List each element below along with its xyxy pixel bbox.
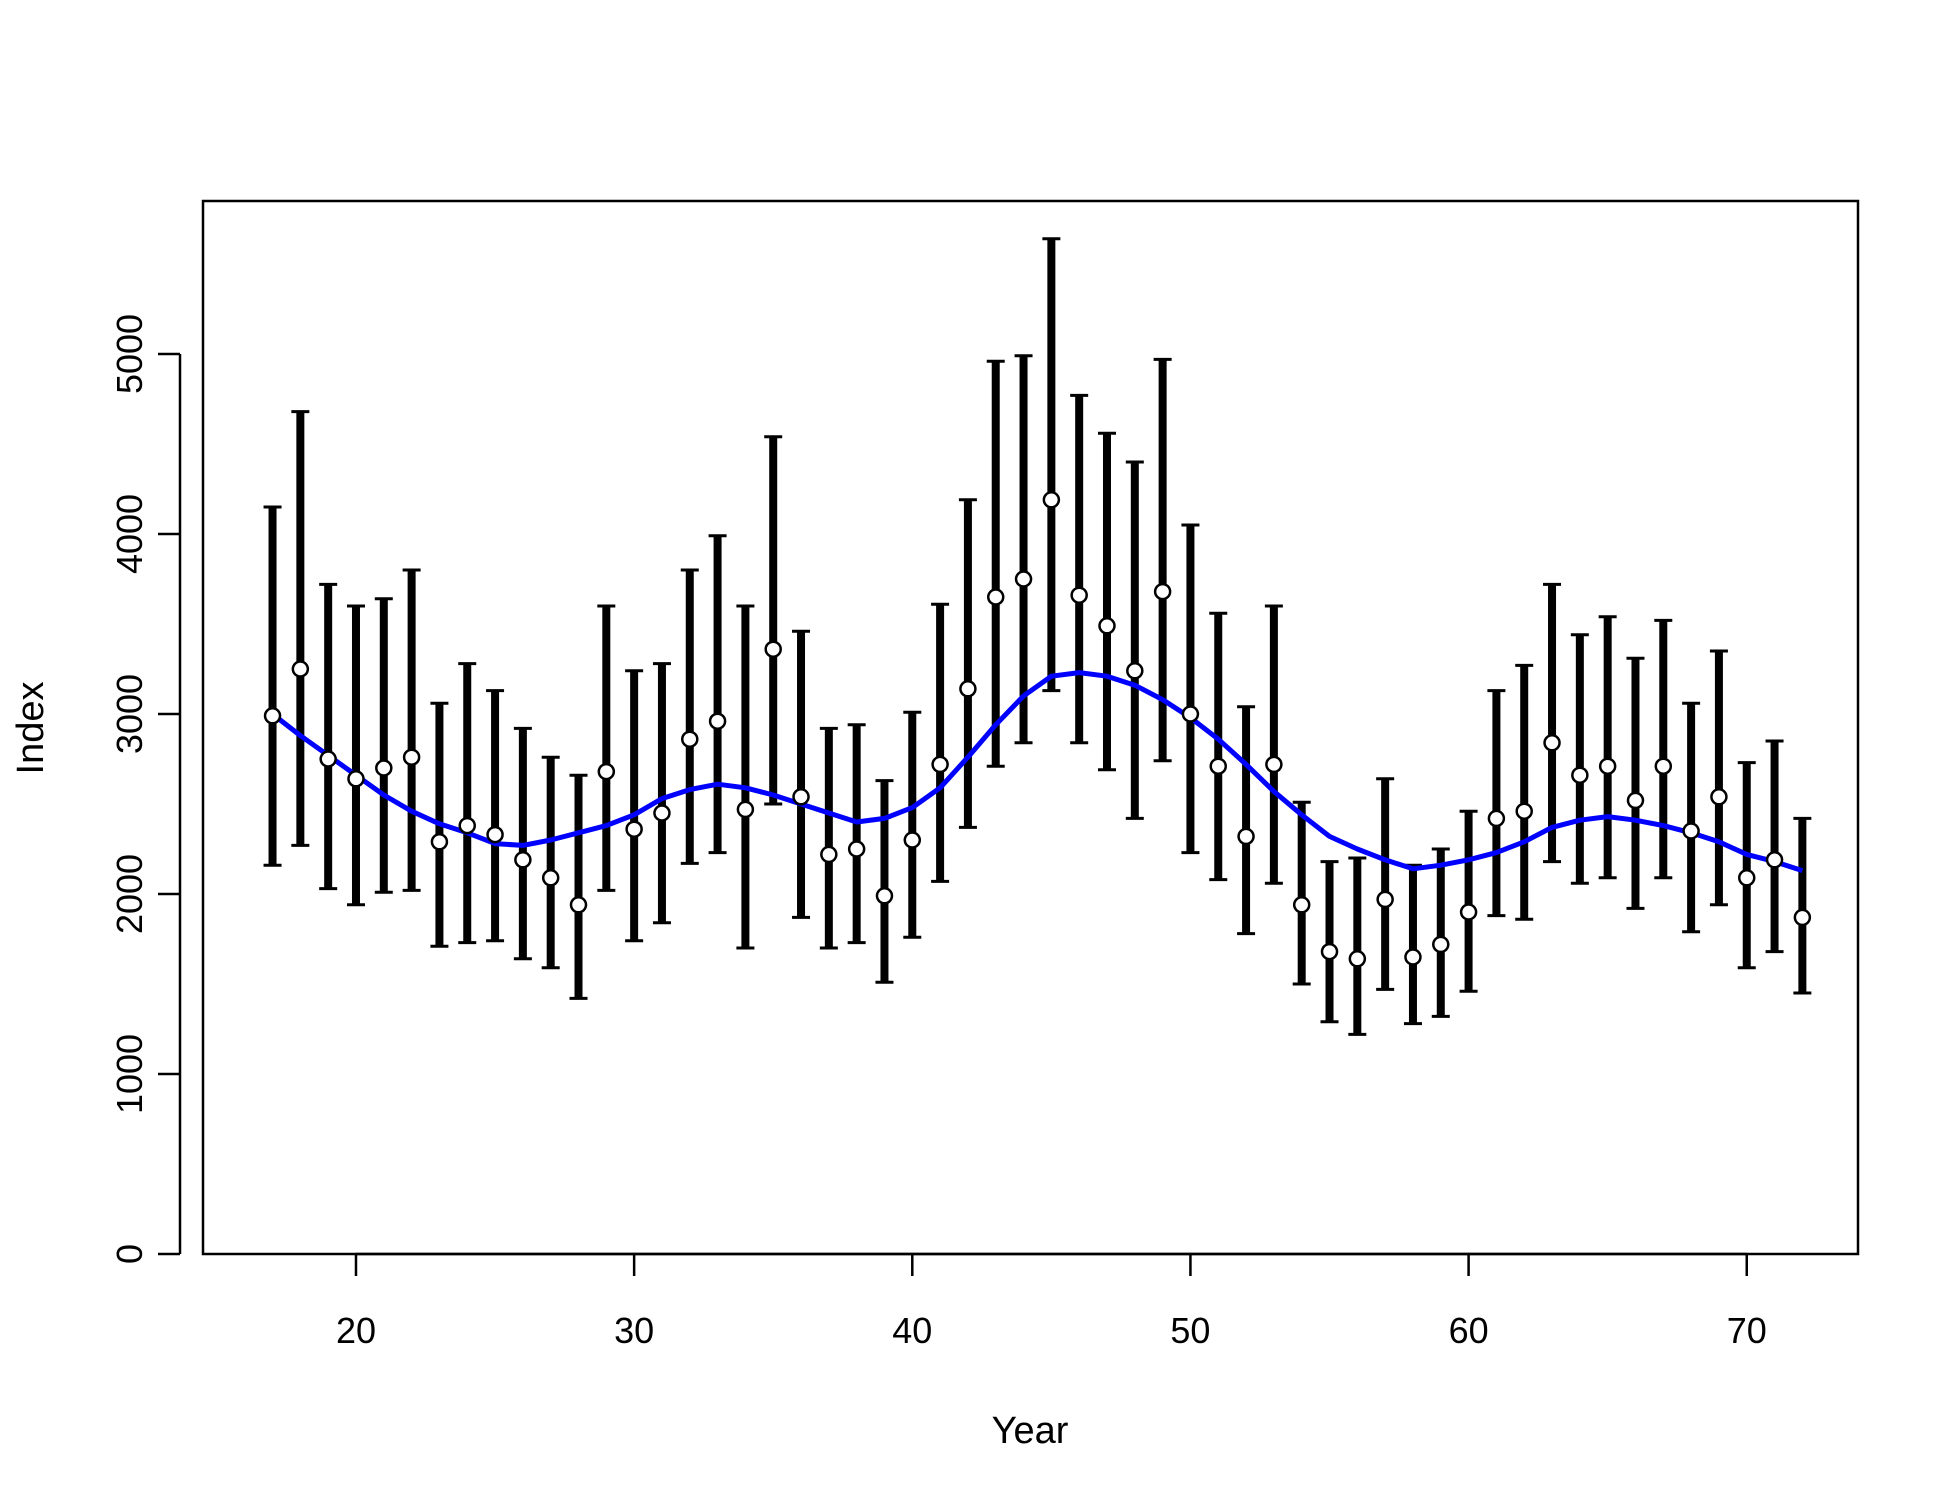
x-axis: 20 30 40 50 60 70 bbox=[336, 1252, 1767, 1351]
data-point bbox=[1793, 908, 1812, 927]
data-point bbox=[986, 588, 1005, 606]
data-point bbox=[653, 804, 671, 822]
data-point bbox=[764, 640, 782, 658]
data-point bbox=[486, 825, 504, 844]
data-point bbox=[347, 770, 365, 788]
y-tick-label: 4000 bbox=[109, 494, 150, 574]
data-point bbox=[959, 680, 977, 698]
y-axis-title: Index bbox=[10, 682, 52, 775]
data-point bbox=[1682, 822, 1700, 840]
y-tick-label: 3000 bbox=[109, 674, 150, 754]
x-tick-label: 20 bbox=[336, 1310, 376, 1351]
data-point bbox=[1710, 788, 1728, 806]
data-point bbox=[681, 730, 699, 748]
data-point bbox=[1265, 755, 1283, 774]
data-point bbox=[458, 816, 476, 835]
y-tick-label: 5000 bbox=[109, 314, 150, 394]
x-axis-title: Year bbox=[992, 1410, 1069, 1452]
data-point bbox=[847, 840, 866, 858]
data-point bbox=[708, 712, 727, 730]
data-point bbox=[1098, 617, 1116, 635]
x-tick-label: 40 bbox=[892, 1310, 932, 1351]
data-point bbox=[1487, 809, 1506, 828]
data-point bbox=[541, 869, 560, 887]
data-point bbox=[1292, 896, 1311, 914]
data-point bbox=[569, 896, 588, 914]
x-tick-label: 30 bbox=[614, 1310, 654, 1351]
data-point bbox=[1181, 705, 1200, 723]
data-point bbox=[875, 887, 894, 905]
data-point bbox=[903, 831, 922, 849]
data-point bbox=[625, 820, 643, 838]
data-point bbox=[1042, 491, 1061, 509]
data-point bbox=[1237, 827, 1255, 846]
data-point bbox=[1765, 851, 1784, 869]
data-point bbox=[1320, 942, 1339, 961]
data-point bbox=[1014, 570, 1033, 588]
data-point bbox=[736, 800, 755, 819]
y-axis: 0 1000 2000 3000 4000 5000 bbox=[109, 314, 182, 1264]
x-tick-label: 50 bbox=[1170, 1310, 1210, 1351]
data-point bbox=[263, 707, 282, 725]
data-point bbox=[291, 660, 310, 678]
data-point bbox=[1348, 950, 1367, 968]
data-points bbox=[263, 491, 1812, 968]
data-point bbox=[1626, 791, 1645, 810]
data-point bbox=[402, 748, 421, 766]
data-point bbox=[1571, 766, 1589, 784]
data-point bbox=[1654, 757, 1673, 775]
data-point bbox=[820, 845, 838, 864]
data-point bbox=[1432, 935, 1450, 954]
data-point bbox=[1515, 802, 1533, 820]
data-point bbox=[514, 851, 532, 869]
smooth-line bbox=[270, 670, 1804, 873]
error-bars bbox=[263, 237, 1812, 1036]
x-tick-label: 60 bbox=[1449, 1310, 1489, 1351]
x-tick-label: 70 bbox=[1727, 1310, 1767, 1351]
data-point bbox=[1126, 662, 1144, 680]
data-point bbox=[597, 762, 616, 781]
y-tick-label: 1000 bbox=[109, 1034, 150, 1114]
data-point bbox=[1209, 757, 1228, 775]
data-point bbox=[430, 833, 449, 851]
data-point bbox=[1404, 948, 1422, 966]
data-point bbox=[792, 788, 810, 806]
data-point bbox=[1543, 734, 1561, 752]
smooth-line-group bbox=[270, 670, 1804, 873]
data-point bbox=[1153, 582, 1172, 601]
y-tick-label: 2000 bbox=[109, 854, 150, 934]
data-point bbox=[1070, 586, 1088, 604]
data-point bbox=[375, 759, 393, 777]
data-point bbox=[319, 750, 337, 768]
data-point bbox=[1376, 890, 1394, 909]
y-tick-label: 0 bbox=[109, 1244, 150, 1264]
data-point bbox=[931, 755, 949, 774]
data-point bbox=[1459, 903, 1478, 921]
data-point bbox=[1598, 757, 1617, 775]
data-point bbox=[1737, 869, 1756, 887]
